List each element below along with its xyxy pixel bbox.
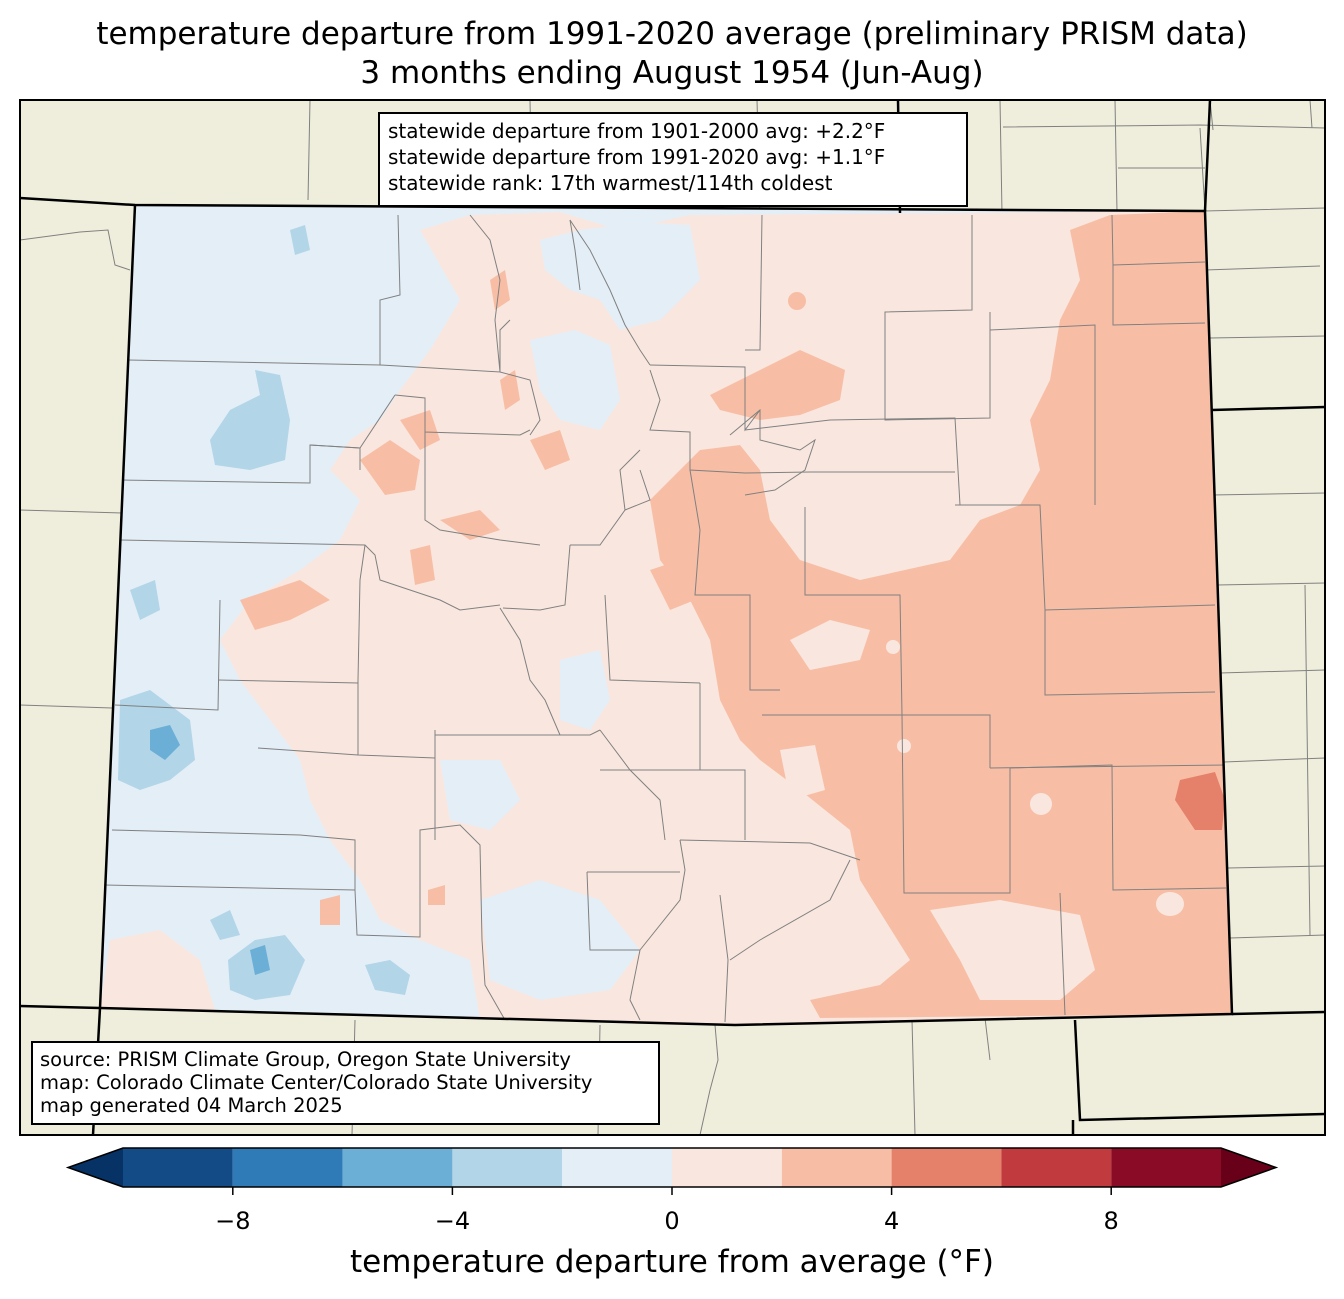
colorbar-under-arrow bbox=[68, 1148, 123, 1187]
colorbar-tick-label: −4 bbox=[435, 1207, 470, 1235]
colorbar-bin-6 bbox=[781, 1148, 892, 1187]
colorbar-bin-4 bbox=[562, 1148, 672, 1187]
map-frame bbox=[19, 99, 1326, 1136]
colorbar-bin-0 bbox=[123, 1148, 233, 1187]
stats-departure-1901-2000: statewide departure from 1901-2000 avg: … bbox=[388, 119, 886, 143]
source-box: source: PRISM Climate Group, Oregon Stat… bbox=[31, 1041, 660, 1125]
map-subtitle: 3 months ending August 1954 (Jun-Aug) bbox=[360, 55, 984, 91]
colorbar-tick-label: 8 bbox=[1104, 1207, 1119, 1235]
colorbar-bin-5 bbox=[672, 1148, 782, 1187]
urban-county-lines bbox=[729, 408, 816, 496]
stats-departure-1991-2020: statewide departure from 1991-2020 avg: … bbox=[388, 145, 886, 169]
temperature-field bbox=[100, 211, 1232, 1025]
colorbar-label: temperature departure from average (°F) bbox=[350, 1244, 994, 1280]
map-credit-line: map: Colorado Climate Center/Colorado St… bbox=[40, 1071, 593, 1094]
colorbar-bin-1 bbox=[232, 1148, 343, 1187]
source-line: source: PRISM Climate Group, Oregon Stat… bbox=[40, 1048, 571, 1071]
colorbar-bin-8 bbox=[1001, 1148, 1112, 1187]
generated-date-line: map generated 04 March 2025 bbox=[40, 1094, 343, 1117]
map-title: temperature departure from 1991-2020 ave… bbox=[96, 16, 1248, 52]
colorbar-bin-7 bbox=[891, 1148, 1002, 1187]
colorbar bbox=[65, 1147, 1279, 1188]
colorbar-bin-2 bbox=[342, 1148, 453, 1187]
stats-rank: statewide rank: 17th warmest/114th colde… bbox=[388, 171, 833, 195]
colorbar-ticks: −8 −4 0 4 8 bbox=[215, 1187, 1119, 1235]
colorbar-over-arrow bbox=[1221, 1148, 1276, 1187]
colorbar-tick-label: −8 bbox=[215, 1207, 250, 1235]
colorbar-outline bbox=[65, 1147, 1279, 1188]
colorbar-bin-9 bbox=[1111, 1148, 1221, 1187]
colorbar-tick-label: 4 bbox=[884, 1207, 899, 1235]
colorbar-bin-3 bbox=[452, 1148, 563, 1187]
colorbar-tick-label: 0 bbox=[664, 1207, 679, 1235]
statewide-stats-box: statewide departure from 1901-2000 avg: … bbox=[378, 112, 968, 207]
colorado-county-lines bbox=[104, 214, 1227, 1023]
